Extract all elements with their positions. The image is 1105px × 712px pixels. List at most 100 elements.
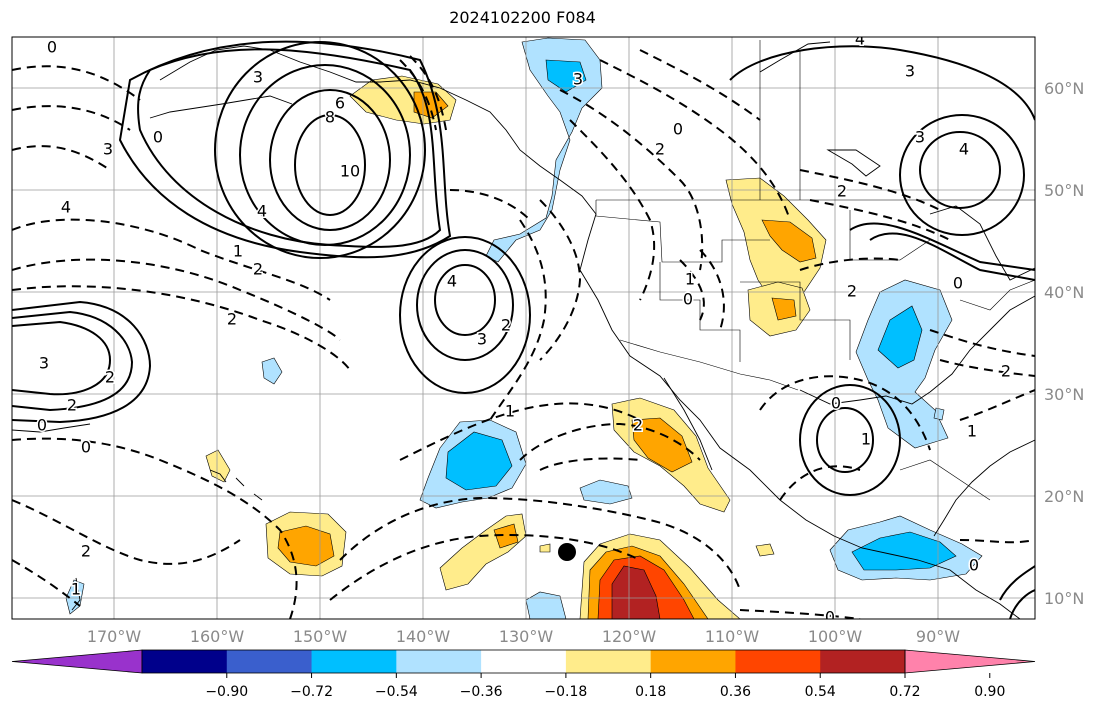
colorbar-segment — [226, 650, 313, 673]
contour-value-label: 0 — [81, 438, 91, 457]
colorbar-tick-label: 0.54 — [805, 684, 836, 700]
contour-value-label: 3 — [103, 140, 113, 159]
shading-layer — [65, 37, 983, 619]
contour-value-label: 3 — [477, 330, 487, 349]
contour-value-label: 4 — [447, 272, 457, 291]
contour-value-label: 0 — [47, 38, 57, 57]
contour-value-label: 0 — [673, 120, 683, 139]
colorbar-tick-label: 0.72 — [889, 684, 920, 700]
colorbar-tick-label: −0.72 — [290, 684, 333, 700]
lon-label: 130°W — [499, 627, 554, 646]
contour-value-label: 1 — [71, 580, 81, 599]
lon-label: 170°W — [87, 627, 142, 646]
negative-anomaly-core — [545, 59, 587, 93]
colorbar-segment — [735, 650, 821, 673]
lat-label: 20°N — [1044, 487, 1084, 506]
contour-value-label: 2 — [105, 368, 115, 387]
colorbar-tick-label: −0.36 — [460, 684, 503, 700]
colorbar-tick-label: −0.18 — [544, 684, 587, 700]
contour-value-label: 2 — [633, 416, 643, 435]
negative-anomaly-core — [851, 531, 957, 571]
colorbar-tick-label: 0.36 — [720, 684, 751, 700]
contour-value-label: 2 — [837, 182, 847, 201]
positive-anomaly-core — [493, 523, 519, 549]
map-frame — [11, 36, 1036, 620]
longitude-labels: 170°W 160°W 150°W 140°W 130°W 120°W 110°… — [87, 627, 960, 646]
lat-label: 30°N — [1044, 385, 1084, 404]
colorbar-segment — [142, 650, 228, 673]
contour-value-label: 1 — [685, 270, 695, 289]
colorbar: −0.90 −0.72 −0.54 −0.36 −0.18 0.18 0.36 0.54 0.7… — [11, 649, 1036, 700]
contour-value-label: 0 — [831, 394, 841, 413]
colorbar-tick-label: −0.54 — [375, 684, 418, 700]
negative-anomaly-core — [445, 431, 513, 491]
contour-value-label: 10 — [340, 162, 360, 181]
contour-value-label: 4 — [61, 198, 71, 217]
contour-value-label: 4 — [959, 140, 969, 159]
negative-anomaly-region — [525, 591, 567, 619]
map-title: 2024102200 F084 — [449, 8, 596, 27]
contour-value-label: 3 — [573, 70, 583, 89]
negative-anomaly-region — [485, 37, 603, 263]
contour-value-label: 1 — [233, 242, 243, 261]
negative-anomaly-core — [877, 305, 923, 369]
negative-anomaly-region — [579, 479, 633, 505]
colorbar-extend-max — [904, 649, 1036, 674]
contour-value-label: 0 — [953, 274, 963, 293]
lon-label: 90°W — [916, 627, 960, 646]
colorbar-segment — [311, 650, 397, 673]
colorbar-extend-min — [11, 649, 143, 674]
contour-value-label: 2 — [81, 542, 91, 561]
positive-anomaly-core — [771, 297, 797, 321]
positive-anomaly-core — [631, 417, 693, 473]
storm-center-marker — [558, 543, 576, 561]
negative-anomaly-region — [261, 357, 283, 385]
colorbar-segment — [650, 650, 736, 673]
contour-value-label: 2 — [67, 396, 77, 415]
solid-contours — [12, 40, 1035, 619]
positive-anomaly-region — [205, 449, 231, 483]
contour-value-label: 2 — [1001, 362, 1011, 381]
contour-value-label: 1 — [861, 430, 871, 449]
colorbar-segment — [565, 650, 652, 673]
lon-label: 150°W — [293, 627, 348, 646]
colorbar-segment — [481, 650, 567, 673]
political-borders — [595, 40, 1035, 501]
lat-label: 10°N — [1044, 589, 1084, 608]
lon-label: 160°W — [190, 627, 245, 646]
colorbar-segment — [396, 650, 482, 673]
lat-label: 50°N — [1044, 181, 1084, 200]
contour-value-label: 0 — [825, 608, 835, 627]
contour-value-label: 0 — [153, 128, 163, 147]
lon-label: 140°W — [396, 627, 451, 646]
negative-anomaly-region — [933, 407, 945, 421]
contour-value-label: 6 — [335, 94, 345, 113]
contour-value-label: 1 — [967, 422, 977, 441]
contour-value-label: 0 — [683, 290, 693, 309]
contour-value-label: 8 — [325, 108, 335, 127]
contour-value-label: 3 — [39, 354, 49, 373]
contour-value-label: 4 — [257, 202, 267, 221]
contour-value-label: 3 — [905, 62, 915, 81]
colorbar-tick-label: 0.18 — [635, 684, 666, 700]
lon-label: 100°W — [808, 627, 863, 646]
colorbar-tick-label: −0.90 — [205, 684, 248, 700]
colorbar-tick-label: 0.90 — [974, 684, 1005, 700]
colorbar-outline — [141, 649, 906, 674]
contour-value-label: 3 — [253, 68, 263, 87]
positive-anomaly-region — [539, 543, 551, 553]
contour-value-label: 0 — [37, 416, 47, 435]
contour-value-label: 0 — [969, 556, 979, 575]
dashed-contours — [12, 49, 1035, 619]
lat-label: 60°N — [1044, 79, 1084, 98]
positive-anomaly-core — [761, 219, 817, 263]
contour-value-label: 2 — [501, 316, 511, 335]
positive-anomaly-peak — [611, 565, 661, 619]
latitude-labels: 60°N 50°N 40°N 30°N 20°N 10°N — [1044, 79, 1084, 608]
contour-value-label: 2 — [253, 260, 263, 279]
contour-value-label: 2 — [227, 310, 237, 329]
contour-value-label: 4 — [855, 30, 865, 49]
lon-label: 120°W — [602, 627, 657, 646]
